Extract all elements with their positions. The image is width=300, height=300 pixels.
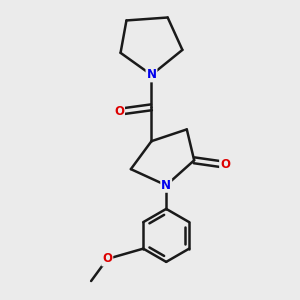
Text: N: N	[146, 68, 157, 81]
Text: O: O	[220, 158, 230, 171]
Text: O: O	[114, 105, 124, 118]
Text: N: N	[161, 179, 171, 192]
Text: O: O	[102, 252, 112, 266]
